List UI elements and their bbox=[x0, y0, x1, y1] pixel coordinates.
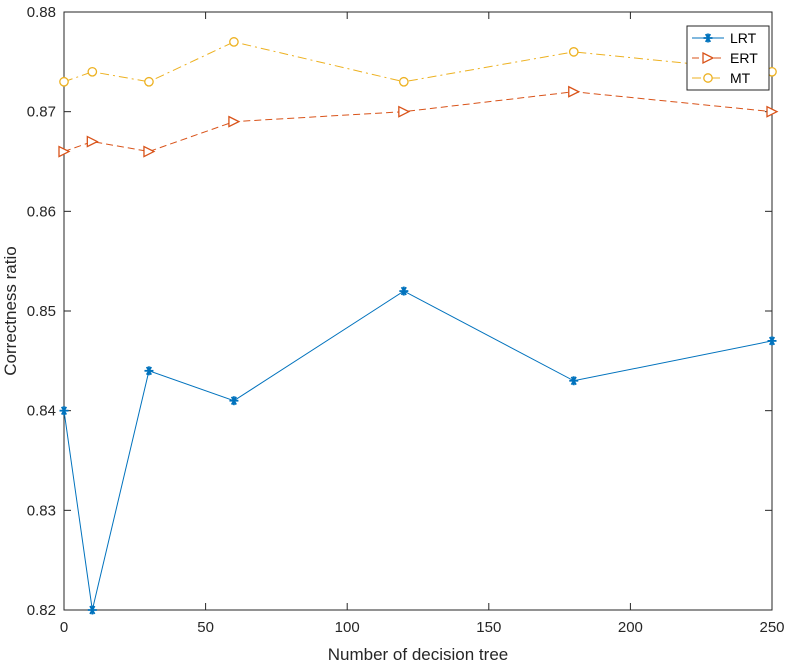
y-tick-label: 0.82 bbox=[27, 602, 56, 619]
y-tick-label: 0.88 bbox=[27, 4, 56, 21]
series-layer bbox=[58, 37, 779, 615]
plot-area bbox=[63, 11, 773, 611]
data-point-lrt bbox=[144, 366, 154, 376]
data-point-mt bbox=[568, 47, 579, 57]
data-point-ert bbox=[766, 105, 779, 118]
y-tick-label: 0.87 bbox=[27, 104, 56, 121]
data-point-ert bbox=[568, 85, 581, 98]
data-point-mt bbox=[144, 76, 154, 87]
legend-item-ert: ERT bbox=[692, 50, 758, 66]
legend-marker-mt bbox=[703, 73, 713, 83]
legend-label: ERT bbox=[730, 50, 758, 66]
data-point-lrt bbox=[399, 286, 409, 296]
x-tick-label: 150 bbox=[476, 619, 501, 636]
data-point-ert bbox=[398, 105, 411, 118]
x-tick-label: 0 bbox=[60, 619, 68, 636]
data-point-ert bbox=[58, 145, 71, 158]
series-lrt bbox=[59, 286, 777, 615]
x-axis-label: Number of decision tree bbox=[328, 645, 508, 663]
legend-item-lrt: LRT bbox=[692, 30, 757, 46]
y-tick-label: 0.83 bbox=[27, 502, 56, 519]
y-tick-label: 0.84 bbox=[27, 403, 56, 420]
data-point-ert bbox=[228, 115, 241, 128]
x-tick-label: 250 bbox=[759, 619, 784, 636]
legend-label: LRT bbox=[730, 30, 757, 46]
legend: LRT ERT MT bbox=[686, 25, 770, 91]
x-tick-label: 200 bbox=[618, 619, 643, 636]
data-point-lrt bbox=[59, 406, 69, 416]
series-ert bbox=[58, 85, 779, 158]
y-tick-label: 0.86 bbox=[27, 203, 56, 220]
data-point-lrt bbox=[229, 396, 239, 406]
y-tick-label: 0.85 bbox=[27, 303, 56, 320]
x-tick-label: 50 bbox=[197, 619, 214, 636]
data-point-mt bbox=[59, 76, 69, 87]
x-tick-labels: 0 50 100 150 200 250 bbox=[60, 619, 785, 636]
data-point-mt bbox=[398, 76, 409, 87]
data-point-mt bbox=[87, 66, 98, 77]
data-point-mt bbox=[229, 37, 239, 47]
data-point-ert bbox=[143, 145, 156, 158]
legend-marker-ert bbox=[702, 51, 715, 65]
y-tick-labels: 0.82 0.83 0.84 0.85 0.86 0.87 0.88 bbox=[27, 4, 56, 619]
series-mt bbox=[59, 37, 777, 87]
data-point-lrt bbox=[767, 336, 777, 346]
legend-item-mt: MT bbox=[692, 70, 751, 86]
x-tick-label: 100 bbox=[335, 619, 360, 636]
legend-marker-lrt bbox=[703, 33, 713, 43]
legend-label: MT bbox=[730, 70, 751, 86]
legend-box bbox=[686, 25, 770, 91]
data-point-lrt bbox=[87, 605, 97, 615]
y-axis-label: Correctness ratio bbox=[1, 246, 20, 375]
data-point-ert bbox=[86, 135, 99, 148]
data-point-lrt bbox=[569, 376, 579, 386]
tick-marks bbox=[63, 11, 773, 611]
